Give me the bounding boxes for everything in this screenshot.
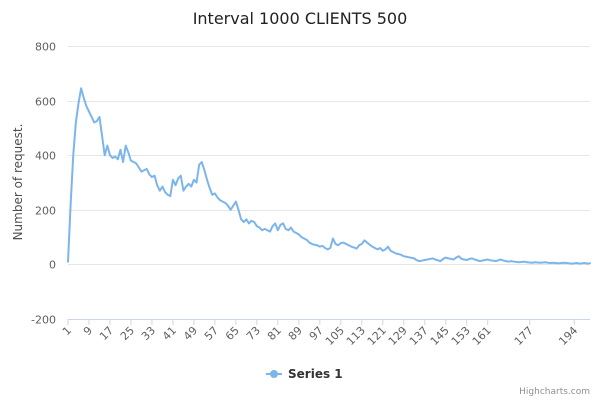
data-point[interactable] — [89, 114, 95, 120]
data-point[interactable] — [78, 85, 84, 91]
data-point[interactable] — [123, 143, 129, 149]
x-tick-label: 113 — [344, 324, 368, 348]
data-point[interactable] — [587, 260, 593, 266]
x-tick-label: 41 — [160, 324, 179, 343]
y-tick-label: 600 — [35, 96, 56, 109]
series-line-1[interactable] — [67, 87, 591, 265]
data-point[interactable] — [115, 156, 121, 162]
data-point[interactable] — [194, 180, 200, 186]
data-point[interactable] — [120, 159, 126, 165]
data-point[interactable] — [70, 152, 76, 158]
data-point[interactable] — [96, 114, 102, 120]
data-point[interactable] — [233, 199, 239, 205]
x-tick-label: 129 — [386, 324, 410, 348]
data-point[interactable] — [117, 147, 123, 153]
data-point[interactable] — [125, 149, 131, 155]
x-tick-label: 65 — [223, 324, 242, 343]
data-point[interactable] — [102, 152, 108, 158]
x-tick-label: 145 — [428, 324, 452, 348]
y-tick-label: 400 — [35, 150, 56, 163]
data-point[interactable] — [75, 100, 81, 106]
y-tick-label: 800 — [35, 41, 56, 54]
x-tick-label: 177 — [512, 324, 536, 348]
data-point[interactable] — [199, 159, 205, 165]
data-point[interactable] — [144, 166, 150, 172]
x-tick-label: 25 — [118, 324, 137, 343]
data-point[interactable] — [159, 184, 165, 190]
series-layer[interactable] — [65, 85, 593, 266]
data-point[interactable] — [73, 119, 79, 125]
data-point[interactable] — [204, 177, 210, 183]
x-tick-label: 89 — [286, 324, 305, 343]
x-tick-label: 1 — [60, 324, 74, 338]
y-tick-labels: -200 0 200 400 600 800 — [31, 41, 56, 327]
data-point[interactable] — [280, 220, 286, 226]
x-tick-label: 121 — [365, 324, 389, 348]
y-axis-label: Number of request. — [11, 124, 25, 241]
data-point[interactable] — [267, 229, 273, 235]
credits-link[interactable]: Highcharts.com — [519, 387, 590, 397]
data-point[interactable] — [167, 193, 173, 199]
y-tick-label: 0 — [49, 259, 56, 272]
x-tick-label: 49 — [181, 324, 200, 343]
data-point[interactable] — [173, 182, 179, 188]
x-tick-label: 81 — [265, 324, 284, 343]
x-tick-label: 194 — [556, 324, 580, 348]
data-point[interactable] — [86, 109, 92, 115]
chart-title: Interval 1000 CLIENTS 500 — [193, 9, 408, 28]
data-point[interactable] — [152, 173, 158, 179]
y-tick-label: -200 — [31, 314, 56, 327]
y-tick-label: 200 — [35, 205, 56, 218]
data-point[interactable] — [275, 227, 281, 233]
legend[interactable]: Series 1 — [266, 367, 343, 381]
x-tick-label: 73 — [244, 324, 263, 343]
data-point[interactable] — [330, 235, 336, 241]
data-point[interactable] — [170, 177, 176, 183]
data-point[interactable] — [68, 201, 74, 207]
x-tick-labels: 1 9 17 25 33 41 49 57 65 73 81 89 971051131211291371… — [60, 319, 580, 348]
data-point[interactable] — [236, 207, 242, 213]
x-tick-label: 9 — [81, 324, 95, 338]
x-tick-label: 105 — [323, 324, 347, 348]
data-point[interactable] — [178, 173, 184, 179]
legend-series-1-label[interactable]: Series 1 — [288, 367, 343, 381]
x-tick-label: 33 — [139, 324, 158, 343]
x-tick-label: 153 — [449, 324, 473, 348]
data-point[interactable] — [207, 185, 213, 191]
x-tick-label: 161 — [470, 324, 494, 348]
data-point[interactable] — [83, 103, 89, 109]
data-point[interactable] — [188, 184, 194, 190]
data-point[interactable] — [154, 182, 160, 188]
data-point[interactable] — [327, 245, 333, 251]
grid-layer — [68, 46, 590, 320]
legend-series-1-marker — [270, 370, 278, 378]
data-point[interactable] — [81, 95, 87, 101]
x-tick-label: 17 — [97, 324, 116, 343]
data-point[interactable] — [201, 167, 207, 173]
data-point[interactable] — [65, 259, 71, 265]
data-point[interactable] — [99, 133, 105, 139]
data-point[interactable] — [104, 143, 110, 149]
x-tick-label: 57 — [202, 324, 221, 343]
data-point[interactable] — [272, 220, 278, 226]
x-tick-label: 137 — [407, 324, 431, 348]
